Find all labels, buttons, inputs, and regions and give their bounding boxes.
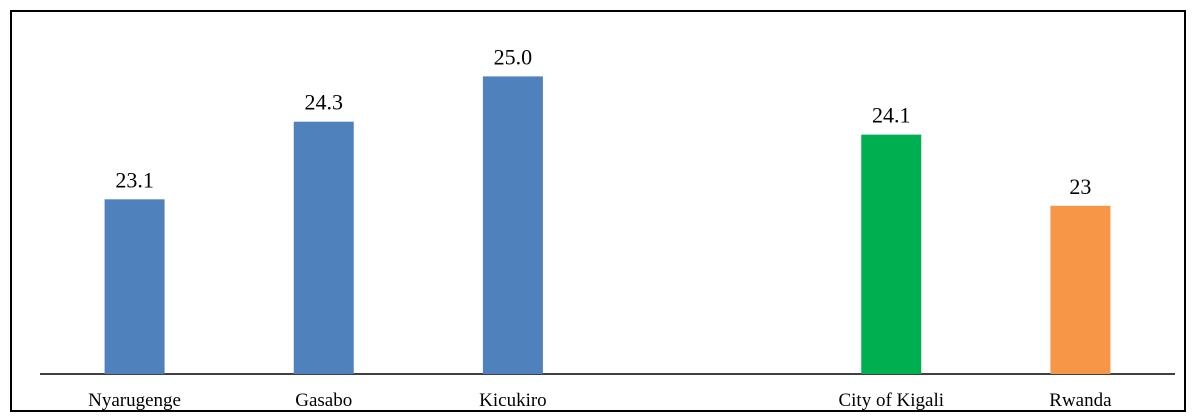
bar-1 xyxy=(293,121,354,374)
bar-value-label: 24.3 xyxy=(305,90,344,115)
bar-5 xyxy=(1050,205,1111,374)
bar-value-label: 23 xyxy=(1069,174,1091,199)
bar-value-label: 25.0 xyxy=(494,44,533,69)
bar-0 xyxy=(104,199,165,374)
x-tick-label: Nyarugenge xyxy=(88,390,181,411)
x-tick-label: City of Kigali xyxy=(838,390,944,411)
x-tick-label: Gasabo xyxy=(295,390,352,411)
bar-4 xyxy=(861,134,922,374)
bar-value-label: 23.1 xyxy=(115,167,154,192)
bar-2 xyxy=(482,76,543,374)
chart-frame xyxy=(10,10,1186,412)
x-tick-label: Rwanda xyxy=(1049,390,1112,411)
bar-value-label: 24.1 xyxy=(872,103,911,128)
x-tick-label: Kicukiro xyxy=(479,390,547,411)
